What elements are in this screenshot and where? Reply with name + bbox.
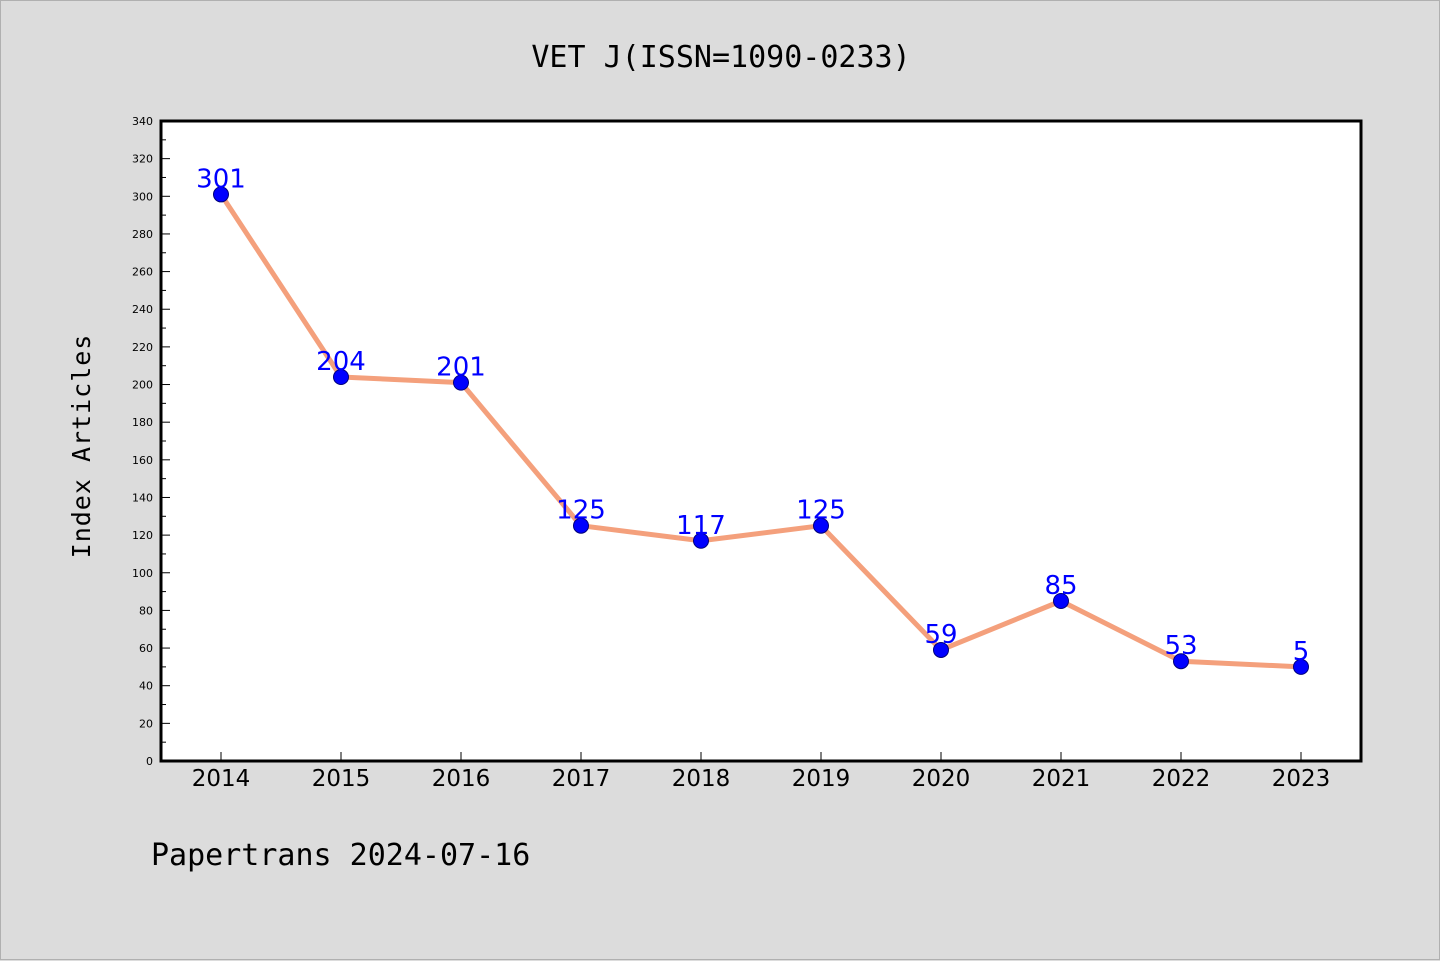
data-labels: 301 204 201 125 117 125 59 85 53 5 — [196, 164, 1309, 666]
data-point — [813, 517, 829, 534]
data-point — [933, 641, 949, 658]
data-label: 125 — [796, 496, 846, 526]
y-tick-label: 20 — [139, 717, 153, 730]
data-label: 204 — [316, 347, 366, 377]
x-tick-label: 2020 — [912, 766, 971, 792]
y-tick-label: 160 — [132, 454, 153, 467]
data-label: 201 — [436, 353, 486, 383]
y-tick-label: 260 — [132, 266, 153, 279]
x-tick-label: 2019 — [792, 766, 851, 792]
x-axis: 2014 2015 2016 2017 2018 2019 2020 2021 2022 2023 — [192, 752, 1331, 792]
data-point — [453, 374, 469, 391]
y-tick-label: 280 — [132, 228, 153, 241]
data-point — [333, 369, 349, 385]
y-tick-label: 80 — [139, 604, 153, 617]
y-tick-label: 220 — [132, 341, 153, 354]
series-line — [218, 193, 1302, 670]
data-label: 117 — [676, 511, 726, 541]
x-tick-label: 2022 — [1152, 766, 1211, 792]
data-point — [693, 532, 709, 549]
data-point — [1053, 593, 1069, 609]
data-label: 53 — [1164, 631, 1197, 661]
x-tick-label: 2016 — [432, 766, 491, 792]
y-tick-label: 320 — [132, 153, 153, 166]
chart-title: VET J(ISSN=1090-0233) — [531, 40, 910, 75]
x-tick-label: 2023 — [1272, 766, 1331, 792]
data-point — [1293, 658, 1309, 675]
series-markers — [213, 186, 1309, 675]
footer-credit: Papertrans 2024-07-16 — [151, 838, 530, 873]
y-tick-label: 340 — [132, 115, 153, 128]
data-point — [213, 186, 229, 203]
data-point — [1173, 653, 1189, 670]
y-tick-label: 40 — [139, 680, 153, 693]
y-tick-label: 200 — [132, 379, 153, 392]
x-tick-label: 2014 — [192, 766, 251, 792]
plot-area — [159, 119, 1363, 763]
y-axis: 0 20 40 60 80 100 120 140 160 180 200 220 240 260 280 3… — [132, 115, 170, 768]
y-tick-label: 300 — [132, 190, 153, 203]
data-point — [573, 517, 589, 534]
y-tick-label: 140 — [132, 491, 153, 504]
y-tick-label: 120 — [132, 529, 153, 542]
data-label: 85 — [1044, 571, 1077, 601]
x-tick-label: 2018 — [672, 766, 731, 792]
y-tick-label: 240 — [132, 303, 153, 316]
y-axis-label: Index Articles — [67, 334, 96, 559]
data-label: 301 — [196, 164, 246, 194]
data-label: 5 — [1293, 637, 1310, 667]
y-tick-label: 60 — [139, 642, 153, 655]
y-tick-label: 100 — [132, 567, 153, 580]
x-tick-label: 2015 — [312, 766, 371, 792]
y-tick-label: 180 — [132, 416, 153, 429]
x-tick-label: 2021 — [1032, 766, 1091, 792]
x-tick-label: 2017 — [552, 766, 611, 792]
data-label: 125 — [556, 496, 606, 526]
data-label: 59 — [924, 620, 957, 650]
y-tick-label: 0 — [146, 755, 153, 768]
